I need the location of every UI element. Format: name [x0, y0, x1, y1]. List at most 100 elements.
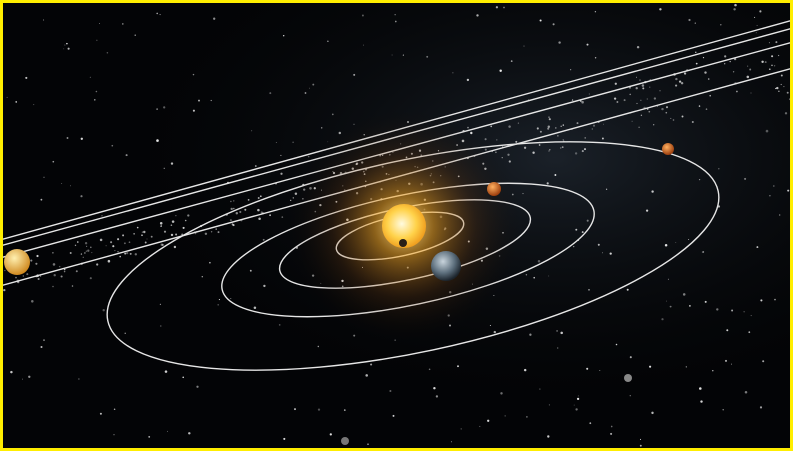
star: [67, 137, 69, 139]
belt-particle: [562, 146, 564, 148]
star: [602, 138, 604, 140]
star: [499, 69, 501, 71]
star: [263, 239, 265, 241]
star: [193, 74, 194, 75]
belt-particle: [84, 252, 85, 253]
star: [96, 91, 98, 93]
star: [610, 433, 612, 435]
star: [757, 25, 758, 26]
star: [689, 305, 691, 307]
belt-particle: [106, 245, 107, 246]
belt-particle: [749, 69, 751, 71]
belt-particle: [230, 219, 232, 221]
belt-particle: [211, 231, 212, 232]
star: [332, 114, 334, 116]
star: [718, 168, 719, 169]
belt-particle: [776, 87, 778, 89]
belt-particle: [682, 116, 684, 118]
belt-particle: [775, 41, 777, 43]
belt-particle: [661, 108, 663, 110]
star: [549, 404, 550, 405]
star: [754, 17, 755, 18]
star: [122, 23, 124, 25]
belt-particle: [639, 79, 640, 80]
belt-particle: [572, 99, 573, 100]
star: [630, 395, 631, 396]
star: [393, 415, 395, 417]
star: [602, 252, 603, 253]
star: [577, 398, 579, 400]
star: [64, 45, 65, 46]
star: [250, 270, 252, 272]
star: [36, 255, 38, 257]
belt-particle: [91, 252, 92, 253]
belt-particle: [230, 201, 231, 202]
belt-particle: [648, 111, 650, 113]
star: [575, 229, 577, 231]
belt-particle: [130, 253, 132, 255]
star: [553, 23, 555, 25]
belt-particle: [736, 91, 738, 93]
star: [675, 242, 676, 243]
belt-particle: [560, 126, 561, 127]
belt-particle: [3, 289, 5, 291]
belt-particle: [232, 224, 234, 226]
asteroid: [341, 437, 349, 445]
belt-particle: [704, 71, 706, 73]
star: [726, 329, 728, 331]
belt-particle: [233, 200, 234, 201]
star: [433, 387, 435, 389]
belt-particle: [137, 227, 139, 229]
star: [94, 99, 95, 100]
belt-particle: [218, 231, 220, 233]
star: [28, 376, 30, 378]
star: [31, 300, 34, 303]
belt-particle: [629, 94, 631, 96]
earth: [431, 251, 461, 281]
star: [570, 69, 571, 70]
star: [651, 412, 653, 414]
star: [305, 92, 307, 94]
belt-particle: [708, 78, 710, 80]
belt-particle: [231, 208, 233, 210]
belt-particle: [649, 87, 650, 88]
star: [505, 415, 506, 416]
star: [778, 91, 779, 92]
star: [219, 299, 220, 300]
belt-particle: [236, 212, 238, 214]
star: [327, 41, 328, 42]
belt-particle: [112, 245, 114, 247]
star: [582, 150, 584, 152]
star: [77, 241, 79, 243]
star: [279, 324, 281, 326]
star: [640, 445, 642, 447]
belt-particle: [540, 131, 542, 133]
star: [66, 43, 68, 45]
belt-particle: [670, 118, 671, 119]
star: [760, 299, 762, 301]
star: [670, 306, 672, 308]
star: [451, 441, 452, 442]
star: [587, 220, 589, 222]
star: [429, 369, 431, 371]
star: [330, 433, 332, 435]
belt-particle: [584, 137, 586, 139]
star: [734, 4, 737, 7]
belt-particle: [195, 233, 196, 234]
star: [700, 400, 702, 402]
star: [280, 155, 281, 156]
belt-particle: [258, 197, 260, 199]
mercury: [399, 239, 407, 247]
star: [532, 152, 534, 154]
star: [733, 8, 735, 10]
star: [587, 44, 589, 46]
star: [15, 101, 17, 103]
star: [547, 435, 549, 437]
belt-particle: [515, 141, 517, 143]
star: [461, 428, 462, 429]
star: [318, 346, 319, 347]
star: [96, 40, 97, 41]
star: [52, 286, 54, 288]
star: [665, 244, 668, 247]
star: [403, 55, 404, 56]
